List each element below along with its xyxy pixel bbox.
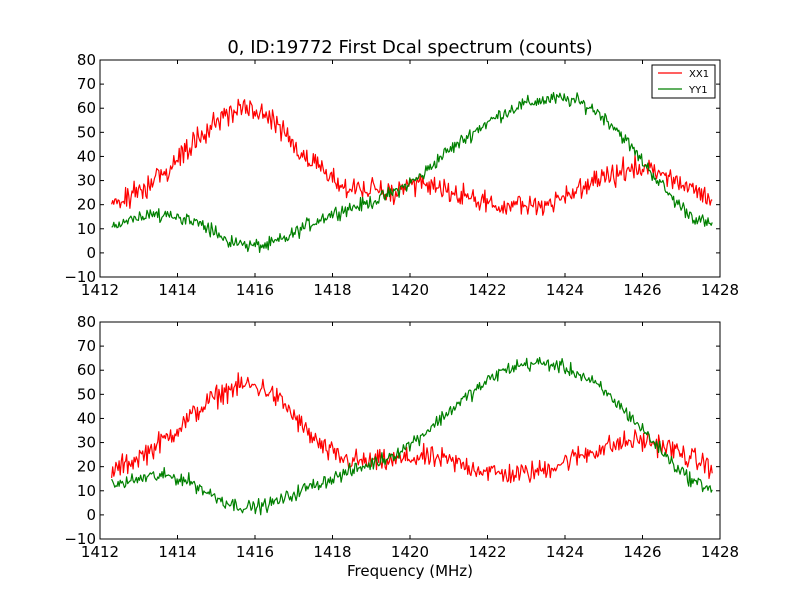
top-y-tick-label: 60 [77,99,96,117]
top-series-layer [111,91,713,253]
bottom-y-tick-label: 80 [77,313,96,331]
bottom-x-tick-label: 1418 [313,543,351,561]
bottom-y-tick-label: 50 [77,385,96,403]
top-x-axis: 1412 1414 1416 1418 1420 1422 1424 1426 1428 [81,60,739,299]
top-x-tick-label: 1426 [623,281,661,299]
top-y-tick-label: 40 [77,147,96,165]
top-y-tick-label: 20 [77,196,96,214]
bottom-series-layer [111,356,713,516]
bottom-series-line-xx1 [111,372,713,484]
top-x-tick-label: 1428 [701,281,739,299]
bottom-x-tick-label: 1414 [158,543,196,561]
top-x-tick-label: 1420 [391,281,429,299]
bottom-y-tick-label: −10 [64,530,96,548]
bottom-y-tick-label: 20 [77,458,96,476]
bottom-y-tick-label: 0 [86,506,96,524]
top-y-tick-label: 70 [77,75,96,93]
top-x-tick-label: 1416 [236,281,274,299]
top-chart-title: 0, ID:19772 First Dcal spectrum (counts) [227,37,592,58]
top-y-tick-label: 30 [77,172,96,190]
top-series-line-xx1 [111,98,713,216]
top-x-tick-label: 1418 [313,281,351,299]
bottom-y-tick-label: 60 [77,361,96,379]
bottom-y-tick-label: 10 [77,482,96,500]
top-y-tick-label: 10 [77,220,96,238]
top-x-tick-label: 1414 [158,281,196,299]
bottom-x-tick-label: 1420 [391,543,429,561]
legend-box [651,64,716,99]
bottom-x-tick-label: 1426 [623,543,661,561]
bottom-series-line-yy1 [111,356,713,516]
legend: XX1 YY1 [651,64,716,99]
bottom-x-tick-label: 1416 [236,543,274,561]
top-x-tick-label: 1424 [546,281,584,299]
top-y-tick-label: 80 [77,51,96,69]
bottom-subplot: 1412 1414 1416 1418 1420 1422 1424 1426 1428 −10… [64,313,739,580]
top-x-tick-label: 1412 [81,281,119,299]
x-axis-label: Frequency (MHz) [347,562,473,580]
legend-label-yy1: YY1 [688,85,708,96]
bottom-plot-area [100,322,720,539]
top-y-axis: −10 0 10 20 30 40 50 60 70 80 [64,51,720,286]
bottom-y-axis: −10 0 10 20 30 40 50 60 70 80 [64,313,720,548]
top-y-tick-label: −10 [64,268,96,286]
top-subplot: 0, ID:19772 First Dcal spectrum (counts)… [64,37,739,299]
bottom-y-tick-label: 70 [77,337,96,355]
bottom-x-tick-label: 1428 [701,543,739,561]
top-y-tick-label: 50 [77,123,96,141]
bottom-x-tick-label: 1422 [468,543,506,561]
top-y-tick-label: 0 [86,244,96,262]
bottom-x-tick-label: 1424 [546,543,584,561]
bottom-y-tick-label: 40 [77,409,96,427]
top-x-tick-label: 1422 [468,281,506,299]
bottom-x-tick-label: 1412 [81,543,119,561]
bottom-x-axis: 1412 1414 1416 1418 1420 1422 1424 1426 1428 [81,322,739,561]
top-series-line-yy1 [111,91,713,253]
legend-label-xx1: XX1 [689,69,709,80]
bottom-y-tick-label: 30 [77,434,96,452]
